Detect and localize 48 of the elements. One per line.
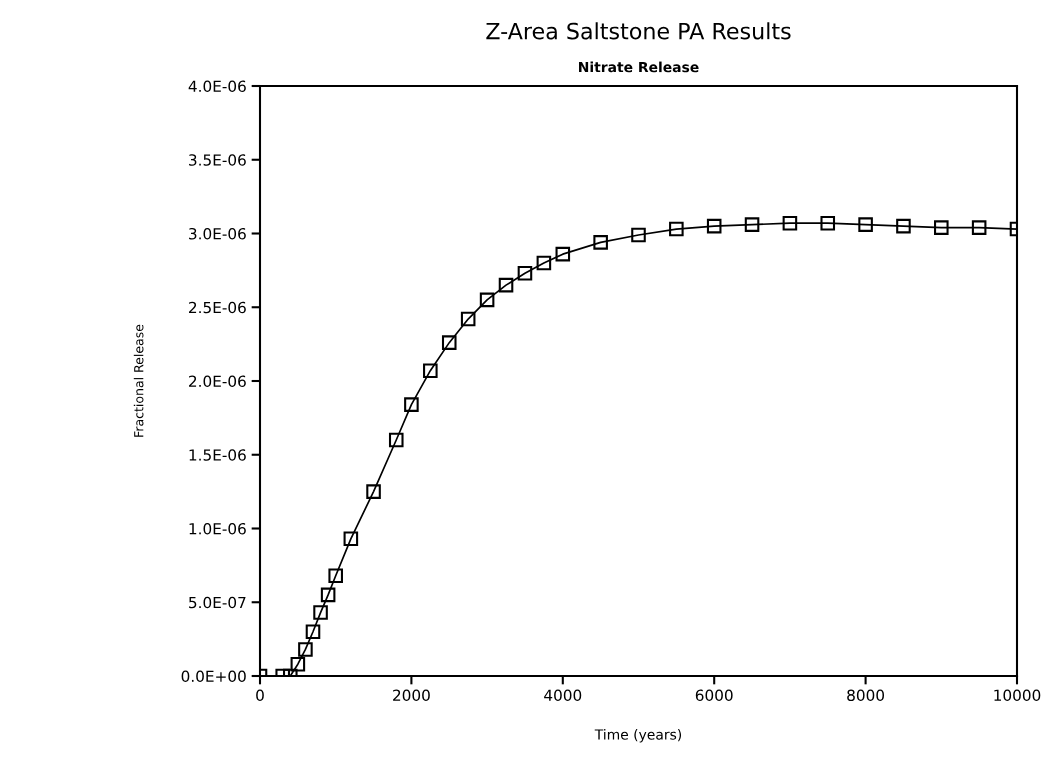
y-tick-label: 0.0E+00 — [181, 670, 246, 683]
point — [313, 605, 328, 620]
point — [934, 220, 949, 235]
x-axis-title: Time (years) — [594, 728, 682, 743]
point — [517, 266, 533, 281]
point — [498, 277, 514, 293]
y-tick-label: 3.5E-06 — [189, 154, 246, 166]
point — [820, 215, 836, 231]
point — [971, 220, 987, 235]
point — [593, 235, 608, 250]
point — [631, 227, 646, 243]
x-tick-label: 8000 — [847, 689, 885, 702]
point — [536, 255, 552, 271]
point — [555, 246, 571, 262]
y-tick-label: 3.0E-06 — [189, 227, 246, 240]
point — [404, 397, 419, 412]
point — [298, 642, 313, 657]
point — [896, 218, 911, 234]
x-tick-label: 0 — [256, 689, 264, 702]
x-tick-label: 10000 — [994, 689, 1041, 702]
point — [782, 215, 798, 231]
point — [328, 568, 343, 583]
y-axis-title: Fractional Release — [133, 324, 144, 437]
y-tick-label: 2.0E-06 — [189, 375, 246, 388]
point — [290, 656, 306, 672]
point — [858, 217, 873, 232]
point — [388, 432, 404, 448]
point — [441, 335, 457, 350]
y-tick-label: 4.0E-06 — [188, 80, 246, 93]
point — [479, 292, 495, 308]
point — [669, 221, 684, 237]
chart-title: Z-Area Saltstone PA Results — [486, 22, 791, 40]
point — [320, 587, 336, 603]
y-tick-label: 2.5E-06 — [189, 301, 246, 314]
y-tick-label: 1.0E-06 — [189, 522, 246, 535]
y-tick-label: 5.0E-07 — [189, 596, 246, 609]
point — [343, 531, 359, 547]
chart-subtitle: Nitrate Release — [579, 61, 699, 73]
point — [706, 218, 722, 234]
point — [423, 363, 438, 378]
point — [460, 311, 476, 327]
x-tick-label: 6000 — [695, 689, 733, 702]
x-tick-label: 4000 — [544, 689, 582, 702]
point — [744, 217, 760, 232]
y-tick-label: 1.5E-06 — [189, 449, 246, 461]
x-tick-label: 2000 — [393, 689, 430, 702]
point — [305, 624, 321, 640]
point — [366, 484, 381, 499]
